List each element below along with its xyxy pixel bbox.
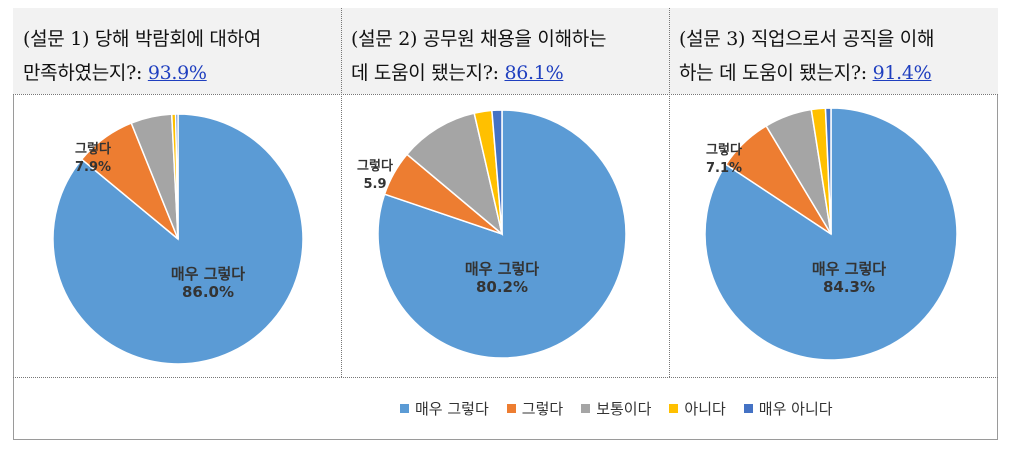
pie-slice-very-no — [824, 107, 832, 235]
data-label-very-yes-name: 매우 그렇다 — [171, 265, 245, 283]
legend: 매우 그렇다 그렇다 보통이다 아니다 매우 아니다 — [400, 395, 833, 421]
panel-1-percent: 93.9% — [147, 62, 207, 84]
data-label-yes-value: 5.9 — [363, 177, 386, 192]
panel-3-header: (설문 3) 직업으로서 공직을 이해 하는 데 도움이 됐는지?: 91.4% — [669, 8, 998, 94]
data-label-yes-name: 그렇다 — [75, 141, 111, 157]
legend-item-neutral: 보통이다 — [581, 398, 651, 419]
legend-item-no: 아니다 — [669, 398, 726, 419]
data-label-yes-name: 그렇다 — [706, 142, 742, 158]
panel-1-header: (설문 1) 당해 박람회에 대하여 만족하였는지?: 93.9% — [13, 8, 341, 94]
panel-3-title-line2: 하는 데 도움이 됐는지?: — [679, 62, 867, 84]
legend-item-very-yes: 매우 그렇다 — [400, 398, 489, 419]
legend-label: 매우 아니다 — [758, 399, 833, 418]
legend-label: 보통이다 — [596, 399, 652, 418]
pie-slice-very-no — [491, 109, 503, 235]
panel-3-percent: 91.4% — [872, 62, 932, 84]
divider-1 — [341, 8, 342, 377]
panel-1-title: (설문 1) 당해 박람회에 대하여 만족하였는지?: 93.9% — [23, 22, 337, 90]
header-divider — [13, 94, 998, 95]
panel-2-percent: 86.1% — [504, 62, 564, 84]
data-label-very-yes-value: 84.3% — [823, 278, 875, 296]
legend-swatch — [669, 403, 679, 413]
panel-2-header: (설문 2) 공무원 채용을 이해하는 데 도움이 됐는지?: 86.1% — [341, 8, 669, 94]
legend-item-yes: 그렇다 — [506, 398, 564, 419]
panel-2-title-line1: (설문 2) 공무원 채용을 이해하는 — [351, 28, 607, 50]
data-label-yes-value: 7.9% — [75, 160, 111, 175]
data-label-very-yes-name: 매우 그렇다 — [812, 260, 886, 278]
legend-label: 그렇다 — [521, 399, 564, 418]
panel-3-title: (설문 3) 직업으로서 공직을 이해 하는 데 도움이 됐는지?: 91.4% — [679, 22, 994, 90]
legend-label: 아니다 — [684, 399, 726, 418]
legend-divider — [13, 377, 998, 378]
legend-swatch — [581, 403, 591, 413]
data-label-yes-name: 그렇다 — [357, 158, 393, 174]
panel-1-title-line1: (설문 1) 당해 박람회에 대하여 — [23, 28, 261, 50]
pie-slice-very-no — [174, 113, 179, 240]
data-label-yes-value: 7.1% — [706, 161, 742, 176]
panel-2-title-line2: 데 도움이 됐는지?: — [351, 62, 499, 84]
legend-swatch — [400, 403, 409, 413]
legend-item-very-no: 매우 아니다 — [743, 398, 833, 419]
panel-2-title: (설문 2) 공무원 채용을 이해하는 데 도움이 됐는지?: 86.1% — [351, 22, 665, 90]
data-label-very-yes-value: 80.2% — [476, 278, 528, 296]
pie-slice-very-yes — [704, 107, 958, 361]
legend-swatch — [506, 403, 516, 413]
pie-slice-neutral — [405, 112, 504, 237]
legend-label: 매우 그렇다 — [415, 399, 489, 418]
panel-1-title-line2: 만족하였는지?: — [23, 62, 143, 84]
divider-2 — [669, 8, 670, 377]
data-label-very-yes-value: 86.0% — [182, 283, 234, 301]
data-label-very-yes-name: 매우 그렇다 — [465, 260, 539, 278]
panel-3-title-line1: (설문 3) 직업으로서 공직을 이해 — [679, 28, 935, 50]
legend-swatch — [743, 403, 753, 413]
